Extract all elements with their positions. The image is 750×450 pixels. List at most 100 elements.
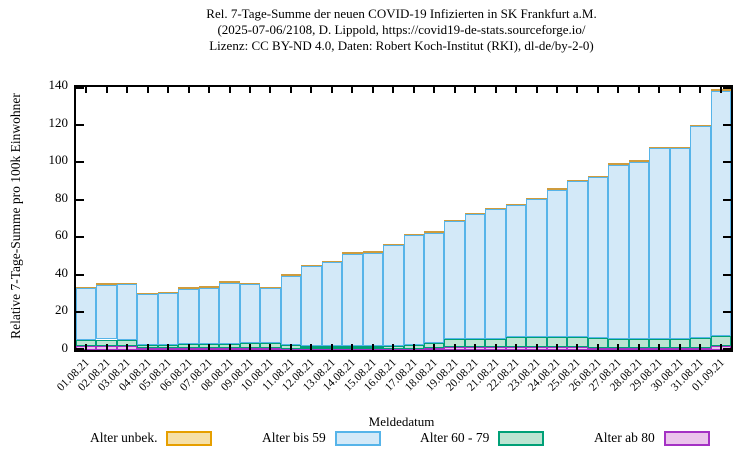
tick-mark [576, 344, 579, 350]
tick-mark [371, 344, 374, 350]
tick-mark [576, 87, 579, 93]
bar-segment [444, 221, 465, 339]
x-axis-label: Meldedatum [368, 414, 435, 429]
tick-mark [678, 344, 681, 350]
bar-top-unbek-line [137, 292, 158, 295]
bar-top-unbek-line [669, 146, 691, 149]
bar-segment [96, 284, 117, 340]
y-tick-label: 120 [48, 114, 69, 130]
tick-mark [723, 123, 731, 126]
bar-top-unbek-line [342, 252, 363, 254]
tick-mark [76, 236, 84, 239]
tick-mark [658, 344, 661, 350]
y-tick-label: 100 [48, 152, 69, 168]
plot-area [74, 85, 733, 352]
bar-segment [485, 208, 506, 339]
bar-segment [505, 205, 527, 337]
tick-mark [535, 87, 538, 93]
legend-swatch-ab80 [663, 430, 710, 446]
tick-mark [392, 344, 395, 350]
tick-mark [330, 87, 333, 93]
bar-top-unbek-line [485, 207, 506, 209]
tick-mark [723, 236, 731, 239]
tick-mark [392, 87, 395, 93]
tick-mark [556, 87, 559, 93]
bar-top-unbek-line [383, 243, 404, 246]
tick-mark [515, 344, 518, 350]
tick-mark [719, 87, 722, 93]
tick-mark [76, 311, 84, 314]
tick-mark [412, 344, 415, 350]
axis-ticks [76, 87, 731, 350]
tick-mark [146, 87, 149, 93]
tick-mark [658, 87, 661, 93]
tick-mark [474, 344, 477, 350]
tick-mark [126, 344, 129, 350]
chart-title: Rel. 7-Tage-Summe der neuen COVID-19 Inf… [74, 6, 729, 54]
tick-mark [637, 87, 640, 93]
chart-title-line2: (2025-07-06/2108, D. Lippold, https://co… [217, 22, 586, 37]
y-tick-label: 80 [55, 189, 68, 205]
tick-mark [433, 344, 436, 350]
bar-segment [546, 189, 568, 337]
bar-segment [587, 177, 609, 339]
bar-top-unbek-line [690, 125, 711, 127]
bar-top-unbek-line [362, 251, 384, 253]
tick-mark [269, 344, 272, 350]
tick-mark [76, 161, 84, 164]
y-tick-label: 40 [55, 264, 68, 280]
tick-mark [453, 344, 456, 350]
bar-top-unbek-line [219, 281, 240, 283]
tick-mark [637, 344, 640, 350]
bar-segment [690, 126, 711, 339]
bar-top-unbek-line [423, 231, 445, 233]
bar-segment [116, 284, 138, 341]
tick-mark [310, 87, 313, 93]
tick-mark [76, 273, 84, 276]
tick-mark [105, 87, 108, 93]
bar-top-unbek-line [403, 233, 424, 236]
legend-item-unbek: Alter unbek. [90, 430, 213, 446]
tick-mark [699, 87, 702, 93]
bar-top-unbek-line [116, 282, 138, 285]
bar-segment [567, 180, 588, 337]
tick-mark [76, 198, 84, 201]
bar-top-unbek-line [260, 286, 281, 289]
bar-segment [669, 148, 691, 339]
tick-mark [412, 87, 415, 93]
tick-mark [208, 87, 211, 93]
tick-mark [474, 87, 477, 93]
tick-mark [699, 344, 702, 350]
tick-mark [76, 123, 84, 126]
tick-mark [723, 311, 731, 314]
tick-mark [453, 87, 456, 93]
bar-top-unbek-line [526, 197, 547, 199]
tick-mark [617, 87, 620, 93]
bar-top-unbek-line [608, 163, 629, 165]
tick-mark [310, 344, 313, 350]
tick-mark [723, 348, 731, 350]
bar-segment [628, 161, 650, 340]
chart-title-line1: Rel. 7-Tage-Summe der neuen COVID-19 Inf… [206, 6, 597, 21]
bar-top-unbek-line [96, 283, 117, 285]
tick-mark [596, 87, 599, 93]
tick-mark [289, 87, 292, 93]
bar-top-unbek-line [546, 188, 568, 190]
y-tick-label: 0 [61, 340, 69, 355]
tick-mark [105, 344, 108, 350]
tick-mark [723, 161, 731, 164]
bar-top-unbek-line [587, 175, 609, 178]
tick-mark [289, 344, 292, 350]
tick-mark [76, 348, 84, 350]
bar-top-unbek-line [444, 219, 465, 222]
tick-mark [719, 344, 722, 350]
bar-segment [260, 288, 281, 344]
tick-mark [494, 344, 497, 350]
tick-mark [678, 87, 681, 93]
tick-mark [494, 87, 497, 93]
legend-item-ab80: Alter ab 80 [594, 430, 710, 446]
tick-mark [208, 344, 211, 350]
legend-label-unbek: Alter unbek. [90, 430, 158, 445]
tick-mark [228, 344, 231, 350]
bar-segment [608, 164, 629, 340]
